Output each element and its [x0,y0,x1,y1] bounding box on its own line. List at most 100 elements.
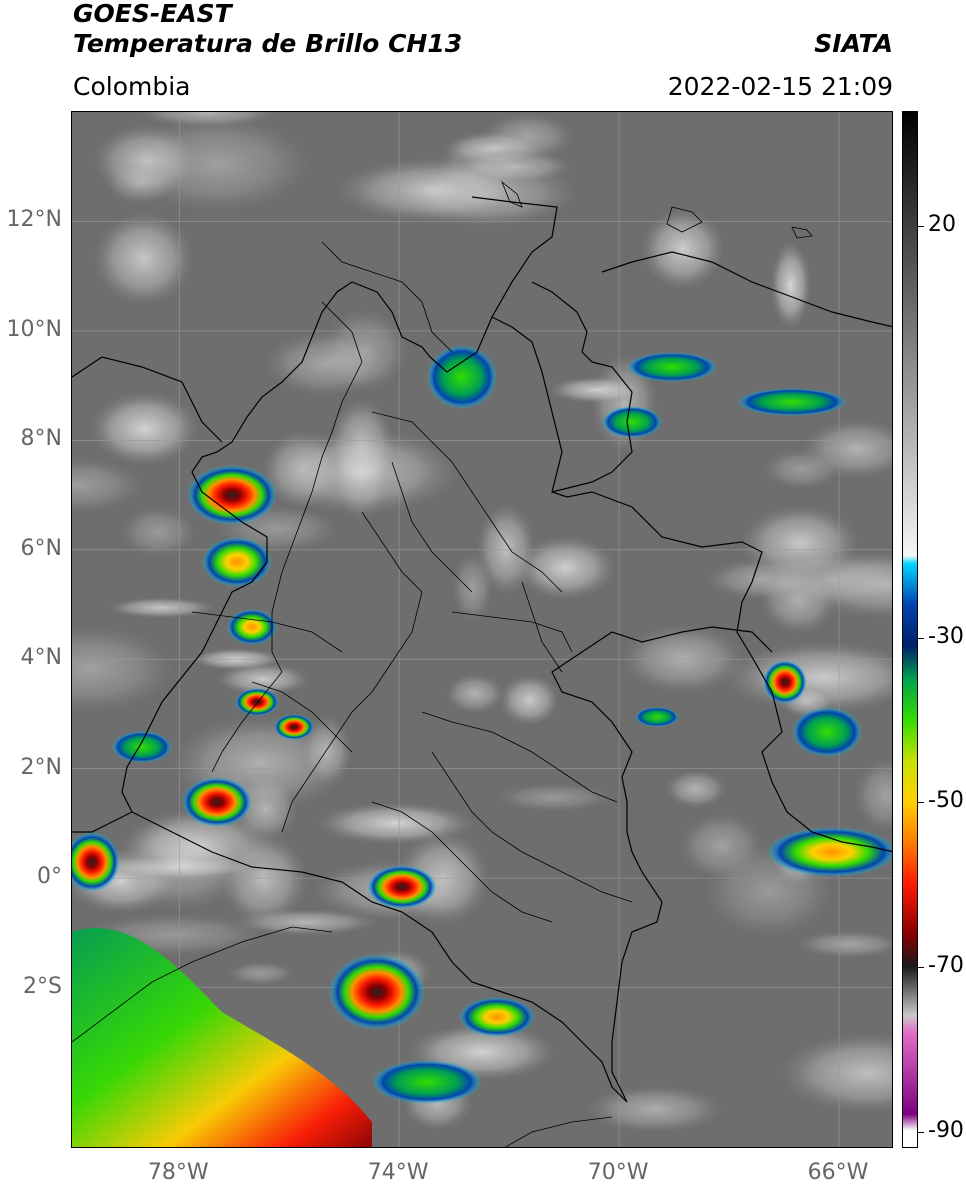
lat-label: 6°N [20,535,62,561]
cloud-patch [762,449,842,489]
lat-label: 12°N [6,207,62,233]
borders [72,180,892,1147]
storm-cell [112,731,172,763]
colorbar-tick [918,226,924,228]
island [791,226,813,239]
sw-storm-complex [72,928,372,1147]
cloud-patch [264,330,388,397]
storm-cell [459,997,535,1037]
brazil-border [551,626,773,1103]
cloud-patch [216,663,310,696]
cloud-patch [137,112,278,127]
colorbar-tick [918,637,924,639]
cloud-patch [445,673,505,714]
cloud-patch [742,551,892,607]
cloud-patch [499,674,560,726]
dept-border [191,611,343,653]
ecuador-peru-border [131,811,628,1103]
cloud-patch [620,624,746,694]
lat-label: 4°N [20,645,62,671]
storm-cell [792,707,862,757]
venezuela-coast [531,281,633,493]
peru-border [504,1116,613,1147]
storm-cell [427,345,497,409]
colorbar-tick-label: -70 [928,952,964,978]
dept-border [371,801,553,923]
convective-cells [72,345,892,1147]
cloud-patch [115,814,250,912]
storm-cell [635,707,679,727]
cloud-patch [452,552,493,623]
storm-cell [367,865,437,909]
storm-cell [737,388,847,416]
cloud-patch [263,429,460,515]
dept-border [211,301,363,773]
cloud-patch [494,783,614,812]
cloud-patch [779,1033,892,1113]
cloud-patch [459,150,574,183]
storm-cell [227,609,277,645]
cloud-patch [515,536,616,600]
storm-cell [767,827,892,877]
lat-label: 2°S [23,973,62,999]
lon-label: 70°W [587,1160,649,1185]
storm-cell [202,537,272,587]
colorbar-tick-label: 20 [928,212,956,238]
storm-cell [602,406,662,438]
storm-cell [187,465,277,525]
colorbar-tick-label: -50 [928,788,964,814]
timestamp: 2022-02-15 21:09 [667,72,893,101]
island [666,206,703,233]
caribbean-coast [601,251,892,328]
colorbar-tick [918,1131,924,1133]
storm-cell [627,352,717,382]
lat-label: 0° [37,864,62,890]
ecuador-border [72,926,333,1043]
colorbar-tick [918,966,924,968]
title-line-1: GOES-EAST [73,0,232,28]
venezuela-border [491,316,892,853]
cloud-patch [120,506,197,558]
storm-cell [72,832,120,892]
cloud-patch [108,597,215,618]
storm-cell [329,954,425,1030]
colorbar [902,111,918,1148]
island [501,180,523,208]
lat-label: 2°N [20,754,62,780]
cloud-patch [227,961,295,985]
lon-label: 66°W [807,1160,869,1185]
cloud-patch [93,211,194,306]
storm-cell [274,714,314,740]
cloud-patch [105,160,175,206]
colorbar-tick-label: -30 [928,623,964,649]
satellite-map [71,111,893,1148]
cloud-patch [72,457,145,513]
colorbar-tick [918,802,924,804]
brand-label: SIATA [814,29,893,58]
dept-border [371,411,563,593]
dept-border [391,461,473,593]
dept-border [451,611,573,653]
storm-cell [372,1060,482,1104]
cloud-patch [90,391,200,466]
lat-label: 8°N [20,426,62,452]
dept-border [431,751,633,903]
title-line-2: Temperatura de Brillo CH13 [73,29,463,58]
cloud-patch [796,930,892,958]
dept-border [521,581,563,673]
storm-cell [763,660,807,704]
region-label: Colombia [73,72,191,101]
cloud-patch [72,625,176,713]
panama-border [72,356,223,443]
storm-cell [182,777,252,827]
lat-label: 10°N [6,316,62,342]
cloud-patch [548,376,647,403]
lon-label: 78°W [147,1160,209,1185]
map-canvas [72,112,892,1147]
dept-border [251,681,353,753]
dept-border [421,711,618,803]
cloud-patch [586,1085,724,1133]
cloud-patch [853,758,892,833]
storm-cell [235,688,279,716]
cloud-patch [641,208,725,290]
